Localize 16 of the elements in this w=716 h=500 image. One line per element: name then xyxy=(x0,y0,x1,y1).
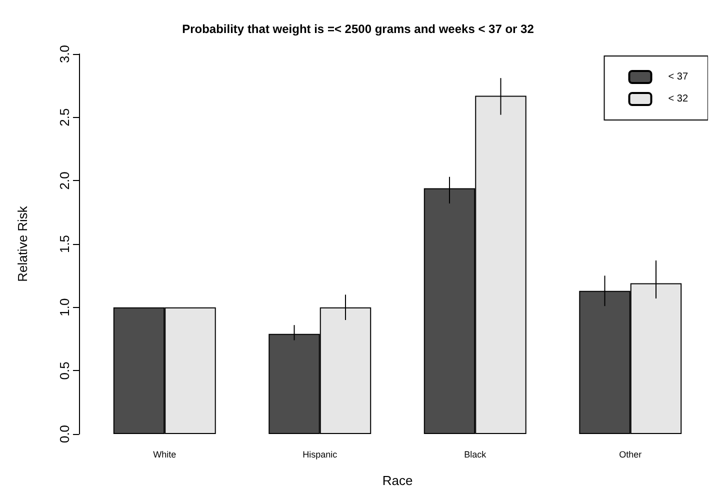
x-tick-label: Hispanic xyxy=(302,450,338,460)
y-tick-label: 1.5 xyxy=(57,234,72,254)
y-tick-label: 0.5 xyxy=(57,362,72,380)
x-tick-label: Black xyxy=(464,450,487,460)
legend-label: < 37 xyxy=(668,72,688,82)
y-tick-label: 2.5 xyxy=(57,108,72,126)
y-axis-title: Relative Risk xyxy=(15,206,30,282)
x-axis-title: Race xyxy=(382,473,413,488)
x-tick-label: Other xyxy=(619,450,642,460)
chart-title: Probability that weight is =< 2500 grams and weeks < 37 or 32 xyxy=(182,22,534,36)
legend-label: < 32 xyxy=(668,94,688,104)
x-tick-label: White xyxy=(153,450,176,460)
y-tick-label: 3.0 xyxy=(57,44,72,64)
y-tick-label: 0.0 xyxy=(57,424,72,444)
y-tick-label: 2.0 xyxy=(57,172,72,190)
y-tick-label: 1.0 xyxy=(57,298,72,316)
